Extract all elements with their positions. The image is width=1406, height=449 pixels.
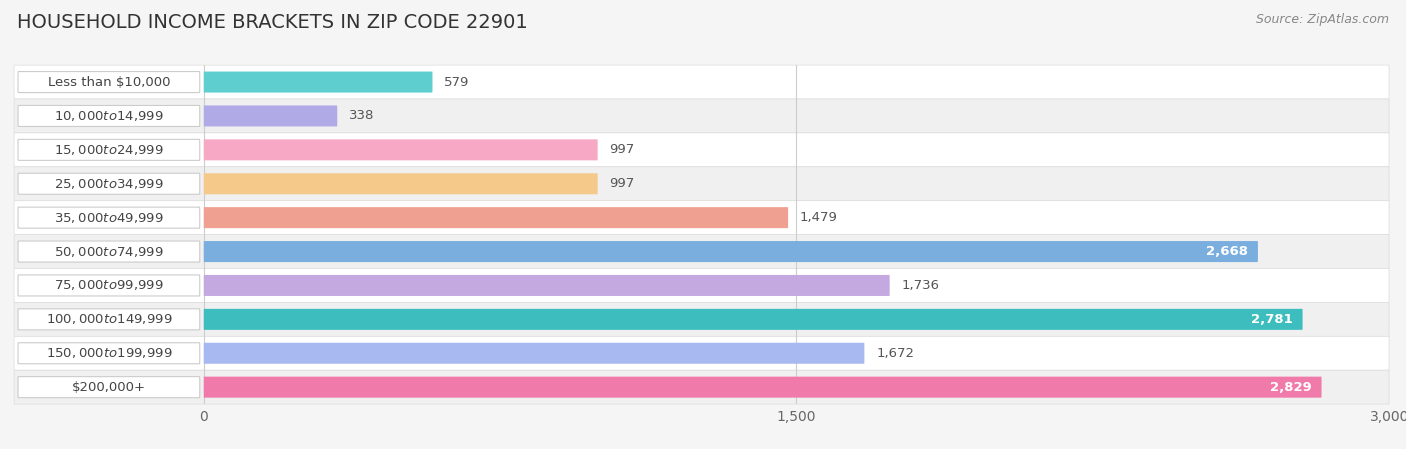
FancyBboxPatch shape (18, 106, 200, 127)
Text: 1,672: 1,672 (876, 347, 914, 360)
FancyBboxPatch shape (204, 309, 1302, 330)
FancyBboxPatch shape (14, 370, 1389, 404)
Text: 997: 997 (610, 177, 634, 190)
Text: 2,781: 2,781 (1251, 313, 1292, 326)
FancyBboxPatch shape (204, 106, 337, 127)
Text: Less than $10,000: Less than $10,000 (48, 75, 170, 88)
FancyBboxPatch shape (18, 71, 200, 92)
Text: HOUSEHOLD INCOME BRACKETS IN ZIP CODE 22901: HOUSEHOLD INCOME BRACKETS IN ZIP CODE 22… (17, 13, 527, 32)
FancyBboxPatch shape (14, 167, 1389, 201)
FancyBboxPatch shape (14, 99, 1389, 133)
FancyBboxPatch shape (14, 65, 1389, 99)
FancyBboxPatch shape (14, 133, 1389, 167)
Text: $25,000 to $34,999: $25,000 to $34,999 (53, 177, 163, 191)
Text: $15,000 to $24,999: $15,000 to $24,999 (53, 143, 163, 157)
Text: 1,736: 1,736 (901, 279, 939, 292)
FancyBboxPatch shape (14, 303, 1389, 336)
Text: 2,668: 2,668 (1206, 245, 1249, 258)
Text: $75,000 to $99,999: $75,000 to $99,999 (53, 278, 163, 292)
FancyBboxPatch shape (18, 207, 200, 228)
Text: 997: 997 (610, 143, 634, 156)
FancyBboxPatch shape (204, 377, 1322, 398)
FancyBboxPatch shape (14, 235, 1389, 269)
FancyBboxPatch shape (204, 71, 433, 92)
Text: $150,000 to $199,999: $150,000 to $199,999 (45, 346, 172, 360)
Text: 579: 579 (444, 75, 470, 88)
FancyBboxPatch shape (18, 377, 200, 398)
FancyBboxPatch shape (18, 343, 200, 364)
FancyBboxPatch shape (18, 139, 200, 160)
Text: 2,829: 2,829 (1270, 381, 1312, 394)
Text: $50,000 to $74,999: $50,000 to $74,999 (53, 245, 163, 259)
FancyBboxPatch shape (18, 173, 200, 194)
FancyBboxPatch shape (18, 309, 200, 330)
FancyBboxPatch shape (14, 269, 1389, 303)
FancyBboxPatch shape (18, 241, 200, 262)
Text: 338: 338 (349, 110, 374, 123)
FancyBboxPatch shape (14, 201, 1389, 235)
Text: Source: ZipAtlas.com: Source: ZipAtlas.com (1256, 13, 1389, 26)
FancyBboxPatch shape (14, 336, 1389, 370)
Text: 1,479: 1,479 (800, 211, 838, 224)
Text: $10,000 to $14,999: $10,000 to $14,999 (53, 109, 163, 123)
FancyBboxPatch shape (204, 343, 865, 364)
FancyBboxPatch shape (204, 241, 1258, 262)
FancyBboxPatch shape (204, 275, 890, 296)
FancyBboxPatch shape (204, 207, 789, 228)
Text: $100,000 to $149,999: $100,000 to $149,999 (45, 313, 172, 326)
FancyBboxPatch shape (204, 139, 598, 160)
FancyBboxPatch shape (204, 173, 598, 194)
FancyBboxPatch shape (18, 275, 200, 296)
Text: $35,000 to $49,999: $35,000 to $49,999 (53, 211, 163, 224)
Text: $200,000+: $200,000+ (72, 381, 146, 394)
